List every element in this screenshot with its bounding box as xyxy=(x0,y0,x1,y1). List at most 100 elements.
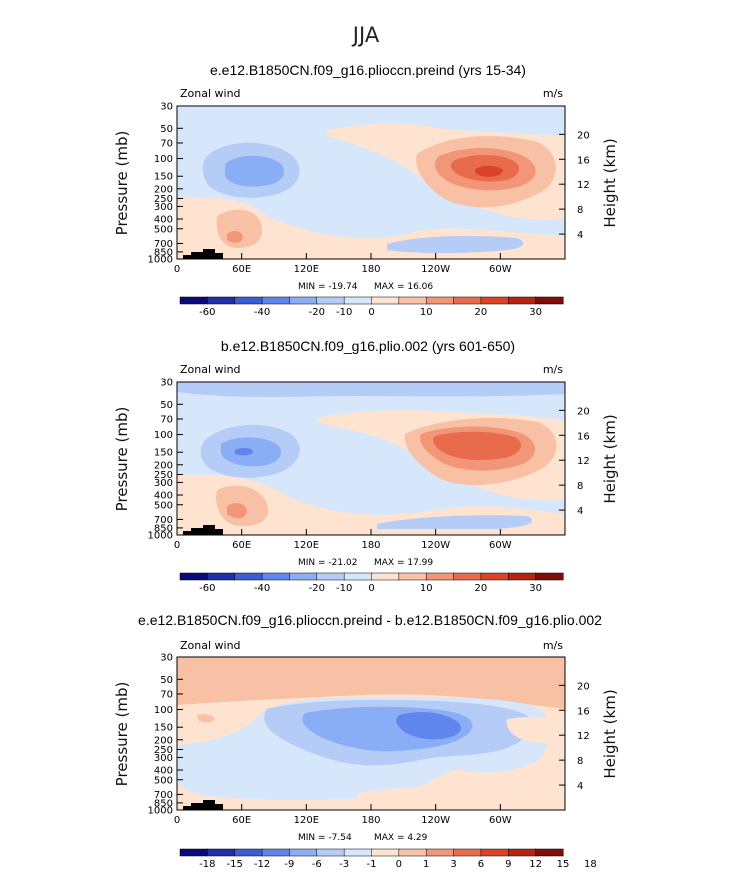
panel-1-left-label: Zonal wind xyxy=(180,87,241,100)
x-tick-label: 60E xyxy=(232,264,251,275)
x-tick-label: 60W xyxy=(489,815,512,826)
colorbar-label: 20 xyxy=(475,307,488,318)
pressure-tick-label: 200 xyxy=(154,184,173,195)
panel-3-contour-field xyxy=(177,657,565,810)
panel-2-max-label: MAX = 17.99 xyxy=(374,558,433,568)
colorbar-label: 30 xyxy=(529,583,542,594)
pressure-tick-label: 1000 xyxy=(148,531,173,542)
colorbar-label: -18 xyxy=(199,859,215,870)
colorbar-swatch xyxy=(316,848,345,857)
panel-3-colorbar: -18 -15 -12 -9 -6 -3 -1 0 1 3 6 9 12 15 18 xyxy=(179,848,597,870)
pressure-tick-label: 500 xyxy=(154,500,173,511)
panel-1-height-ticks: 4 8 12 16 20 xyxy=(559,130,590,241)
panel-1-y2-axis-label: Height (km) xyxy=(601,138,619,227)
pressure-tick-label: 50 xyxy=(160,124,173,135)
height-tick-label: 12 xyxy=(577,456,590,467)
pressure-tick-label: 150 xyxy=(154,723,173,734)
colorbar-swatch xyxy=(398,296,427,305)
colorbar-swatch xyxy=(371,296,400,305)
colorbar-label: -10 xyxy=(336,307,352,318)
pressure-tick-label: 400 xyxy=(154,766,173,777)
height-tick-label: 12 xyxy=(577,180,590,191)
colorbar-swatch xyxy=(535,296,564,305)
x-tick-label: 60W xyxy=(489,264,512,275)
pressure-tick-label: 70 xyxy=(160,414,173,425)
colorbar-swatch xyxy=(480,296,509,305)
pressure-tick-label: 100 xyxy=(154,705,173,716)
colorbar-swatch xyxy=(343,848,373,857)
colorbar-swatch xyxy=(398,572,427,581)
x-tick-label: 0 xyxy=(174,815,180,826)
colorbar-label: -20 xyxy=(309,307,325,318)
panel-3-units: m/s xyxy=(543,639,563,652)
pressure-tick-label: 1000 xyxy=(148,255,173,266)
x-tick-label: 180 xyxy=(361,540,380,551)
panel-1-contour-field xyxy=(177,106,565,259)
pressure-tick-label: 70 xyxy=(160,689,173,700)
colorbar-label: 6 xyxy=(478,859,484,870)
colorbar-swatch xyxy=(179,296,208,305)
colorbar-swatch xyxy=(234,848,263,857)
pressure-tick-label: 250 xyxy=(154,194,173,205)
colorbar-swatch xyxy=(508,572,537,581)
height-tick-label: 4 xyxy=(577,506,583,517)
panel-1-colorbar: -60 -40 -20 -10 0 10 20 30 xyxy=(179,296,564,318)
panel-1-title: e.e12.B1850CN.f09_g16.plioccn.preind (yr… xyxy=(210,62,526,78)
colorbar-swatch xyxy=(371,572,400,581)
colorbar-swatch xyxy=(535,848,564,857)
panel-3-y-axis-label: Pressure (mb) xyxy=(113,682,131,787)
x-tick-label: 120W xyxy=(421,815,450,826)
colorbar-label: 0 xyxy=(368,583,374,594)
height-tick-label: 16 xyxy=(577,431,590,442)
figure-title: JJA xyxy=(351,23,380,47)
colorbar-swatch xyxy=(207,572,236,581)
pressure-tick-label: 100 xyxy=(154,154,173,165)
x-tick-label: 0 xyxy=(174,540,180,551)
pressure-tick-label: 300 xyxy=(154,202,173,213)
panel-2-colorbar: -60 -40 -20 -10 0 10 20 30 xyxy=(179,572,564,594)
colorbar-label: 15 xyxy=(557,859,570,870)
panel-1-units: m/s xyxy=(543,87,563,100)
colorbar-label: 9 xyxy=(505,859,511,870)
colorbar-swatch xyxy=(289,572,318,581)
panel-3-height-ticks: 4 8 12 16 20 xyxy=(559,681,590,792)
colorbar-label: -9 xyxy=(284,859,294,870)
x-tick-label: 120E xyxy=(294,264,319,275)
colorbar-label: 30 xyxy=(529,307,542,318)
x-tick-label: 60E xyxy=(232,540,251,551)
pressure-tick-label: 700 xyxy=(154,790,173,801)
panel-1-max-label: MAX = 16.06 xyxy=(374,282,433,292)
pressure-tick-label: 100 xyxy=(154,430,173,441)
colorbar-label: 12 xyxy=(529,859,542,870)
colorbar-swatch xyxy=(453,296,482,305)
colorbar-swatch xyxy=(261,572,290,581)
colorbar-label: -3 xyxy=(339,859,349,870)
colorbar-label: -1 xyxy=(367,859,377,870)
panel-2: b.e12.B1850CN.f09_g16.plio.002 (yrs 601-… xyxy=(113,338,619,594)
colorbar-label: 20 xyxy=(475,583,488,594)
height-tick-label: 4 xyxy=(577,781,583,792)
colorbar-label: -60 xyxy=(199,583,215,594)
colorbar-swatch xyxy=(371,848,400,857)
colorbar-label: -60 xyxy=(199,307,215,318)
colorbar-swatch xyxy=(425,572,455,581)
colorbar-swatch xyxy=(343,572,373,581)
panel-2-contour-field xyxy=(177,382,565,535)
pressure-tick-label: 30 xyxy=(160,653,173,664)
pressure-tick-label: 150 xyxy=(154,448,173,459)
pressure-tick-label: 500 xyxy=(154,224,173,235)
panel-3-title: e.e12.B1850CN.f09_g16.plioccn.preind - b… xyxy=(138,612,602,628)
panel-1-min-label: MIN = -19.74 xyxy=(298,282,358,292)
panel-2-left-label: Zonal wind xyxy=(180,363,241,376)
colorbar-label: 18 xyxy=(584,859,597,870)
colorbar-swatch xyxy=(289,296,318,305)
colorbar-swatch xyxy=(316,572,345,581)
panel-2-x-ticks: 0 60E 120E 180 120W 60W xyxy=(174,529,512,551)
panel-3-left-label: Zonal wind xyxy=(180,639,241,652)
height-tick-label: 20 xyxy=(577,406,590,417)
colorbar-label: 0 xyxy=(396,859,402,870)
colorbar-label: 1 xyxy=(423,859,429,870)
colorbar-label: -6 xyxy=(312,859,322,870)
